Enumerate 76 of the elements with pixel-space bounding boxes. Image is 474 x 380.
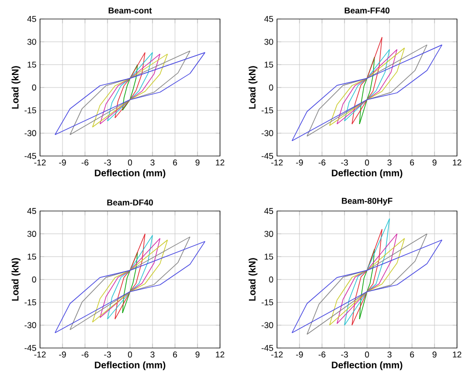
y-tick-label: 15 (28, 62, 36, 68)
y-tick-label: 30 (264, 230, 274, 237)
y-tick-label: 0 (32, 276, 36, 282)
x-tick-label: 12 (216, 160, 224, 166)
chart-title: Beam-cont (108, 8, 152, 14)
y-tick-label: -30 (24, 322, 36, 328)
x-tick-label: 9 (196, 160, 200, 166)
x-axis-title: Deflection (mm) (94, 169, 166, 178)
chart-title: Beam-80HyF (342, 198, 392, 206)
y-tick-label: 45 (264, 16, 274, 22)
x-tick-label: 6 (410, 160, 414, 166)
x-tick-label: 3 (387, 160, 392, 166)
y-tick-label: -45 (24, 153, 36, 159)
y-tick-label: 30 (264, 38, 274, 45)
x-tick-label: 6 (173, 352, 177, 358)
x-axis-title: Deflection (mm) (332, 361, 402, 370)
y-tick-label: -15 (262, 107, 274, 114)
y-tick-label: 45 (27, 16, 36, 22)
y-tick-label: 45 (27, 208, 36, 214)
x-tick-label: 0 (364, 352, 370, 358)
x-tick-label: 12 (452, 352, 462, 358)
y-tick-label: 30 (27, 38, 36, 45)
x-tick-label: 9 (196, 352, 200, 358)
chart-title: Beam-FF40 (344, 8, 390, 14)
y-tick-label: 0 (269, 84, 274, 90)
y-axis-title: Load (kN) (248, 258, 258, 301)
y-tick-label: 0 (32, 84, 36, 90)
chart-title: Beam-DF40 (107, 200, 153, 206)
x-tick-label: -12 (34, 352, 46, 358)
x-tick-label: 0 (128, 352, 132, 358)
x-tick-label: -12 (271, 160, 283, 166)
x-tick-label: 3 (387, 352, 392, 358)
x-tick-label: 12 (216, 352, 224, 358)
x-tick-label: -6 (82, 160, 88, 166)
x-tick-label: -9 (296, 352, 303, 358)
x-axis-title: Deflection (mm) (332, 169, 402, 178)
y-tick-label: 15 (264, 254, 274, 260)
y-tick-label: -15 (24, 107, 36, 114)
y-tick-label: 45 (264, 208, 274, 214)
y-tick-label: 30 (27, 230, 36, 237)
x-tick-label: -3 (104, 352, 111, 358)
y-tick-label: -15 (262, 299, 274, 306)
x-tick-label: 9 (432, 160, 436, 166)
x-tick-label: 0 (128, 160, 132, 166)
x-tick-label: -6 (318, 352, 326, 358)
x-tick-label: 12 (452, 160, 462, 166)
x-tick-label: 6 (173, 160, 177, 166)
x-axis-title: Deflection (mm) (94, 361, 166, 370)
x-tick-label: -3 (104, 160, 111, 166)
x-tick-label: -6 (82, 352, 88, 358)
x-tick-label: 3 (150, 160, 154, 166)
x-tick-label: -12 (271, 352, 283, 358)
x-tick-label: 3 (150, 352, 154, 358)
x-tick-label: -3 (341, 160, 348, 166)
y-tick-label: 15 (264, 62, 274, 68)
y-tick-label: -45 (24, 345, 36, 351)
x-tick-label: -9 (59, 160, 66, 166)
x-tick-label: 6 (410, 352, 414, 358)
x-tick-label: -9 (59, 352, 66, 358)
y-tick-label: -45 (262, 153, 274, 159)
y-tick-label: -30 (24, 130, 36, 136)
x-tick-label: -6 (318, 160, 326, 166)
y-tick-label: -30 (262, 322, 274, 328)
y-tick-label: -45 (262, 345, 274, 351)
x-tick-label: 9 (432, 352, 436, 358)
x-tick-label: 0 (364, 160, 370, 166)
y-axis-title: Load (kN) (12, 258, 20, 301)
y-axis-title: Load (kN) (248, 66, 258, 109)
y-tick-label: 15 (28, 254, 36, 260)
x-tick-label: -3 (341, 352, 348, 358)
y-axis-title: Load (kN) (12, 66, 20, 109)
x-tick-label: -9 (296, 160, 303, 166)
x-tick-label: -12 (34, 160, 46, 166)
y-tick-label: -15 (24, 299, 36, 306)
y-tick-label: -30 (262, 130, 274, 136)
y-tick-label: 0 (269, 276, 274, 282)
